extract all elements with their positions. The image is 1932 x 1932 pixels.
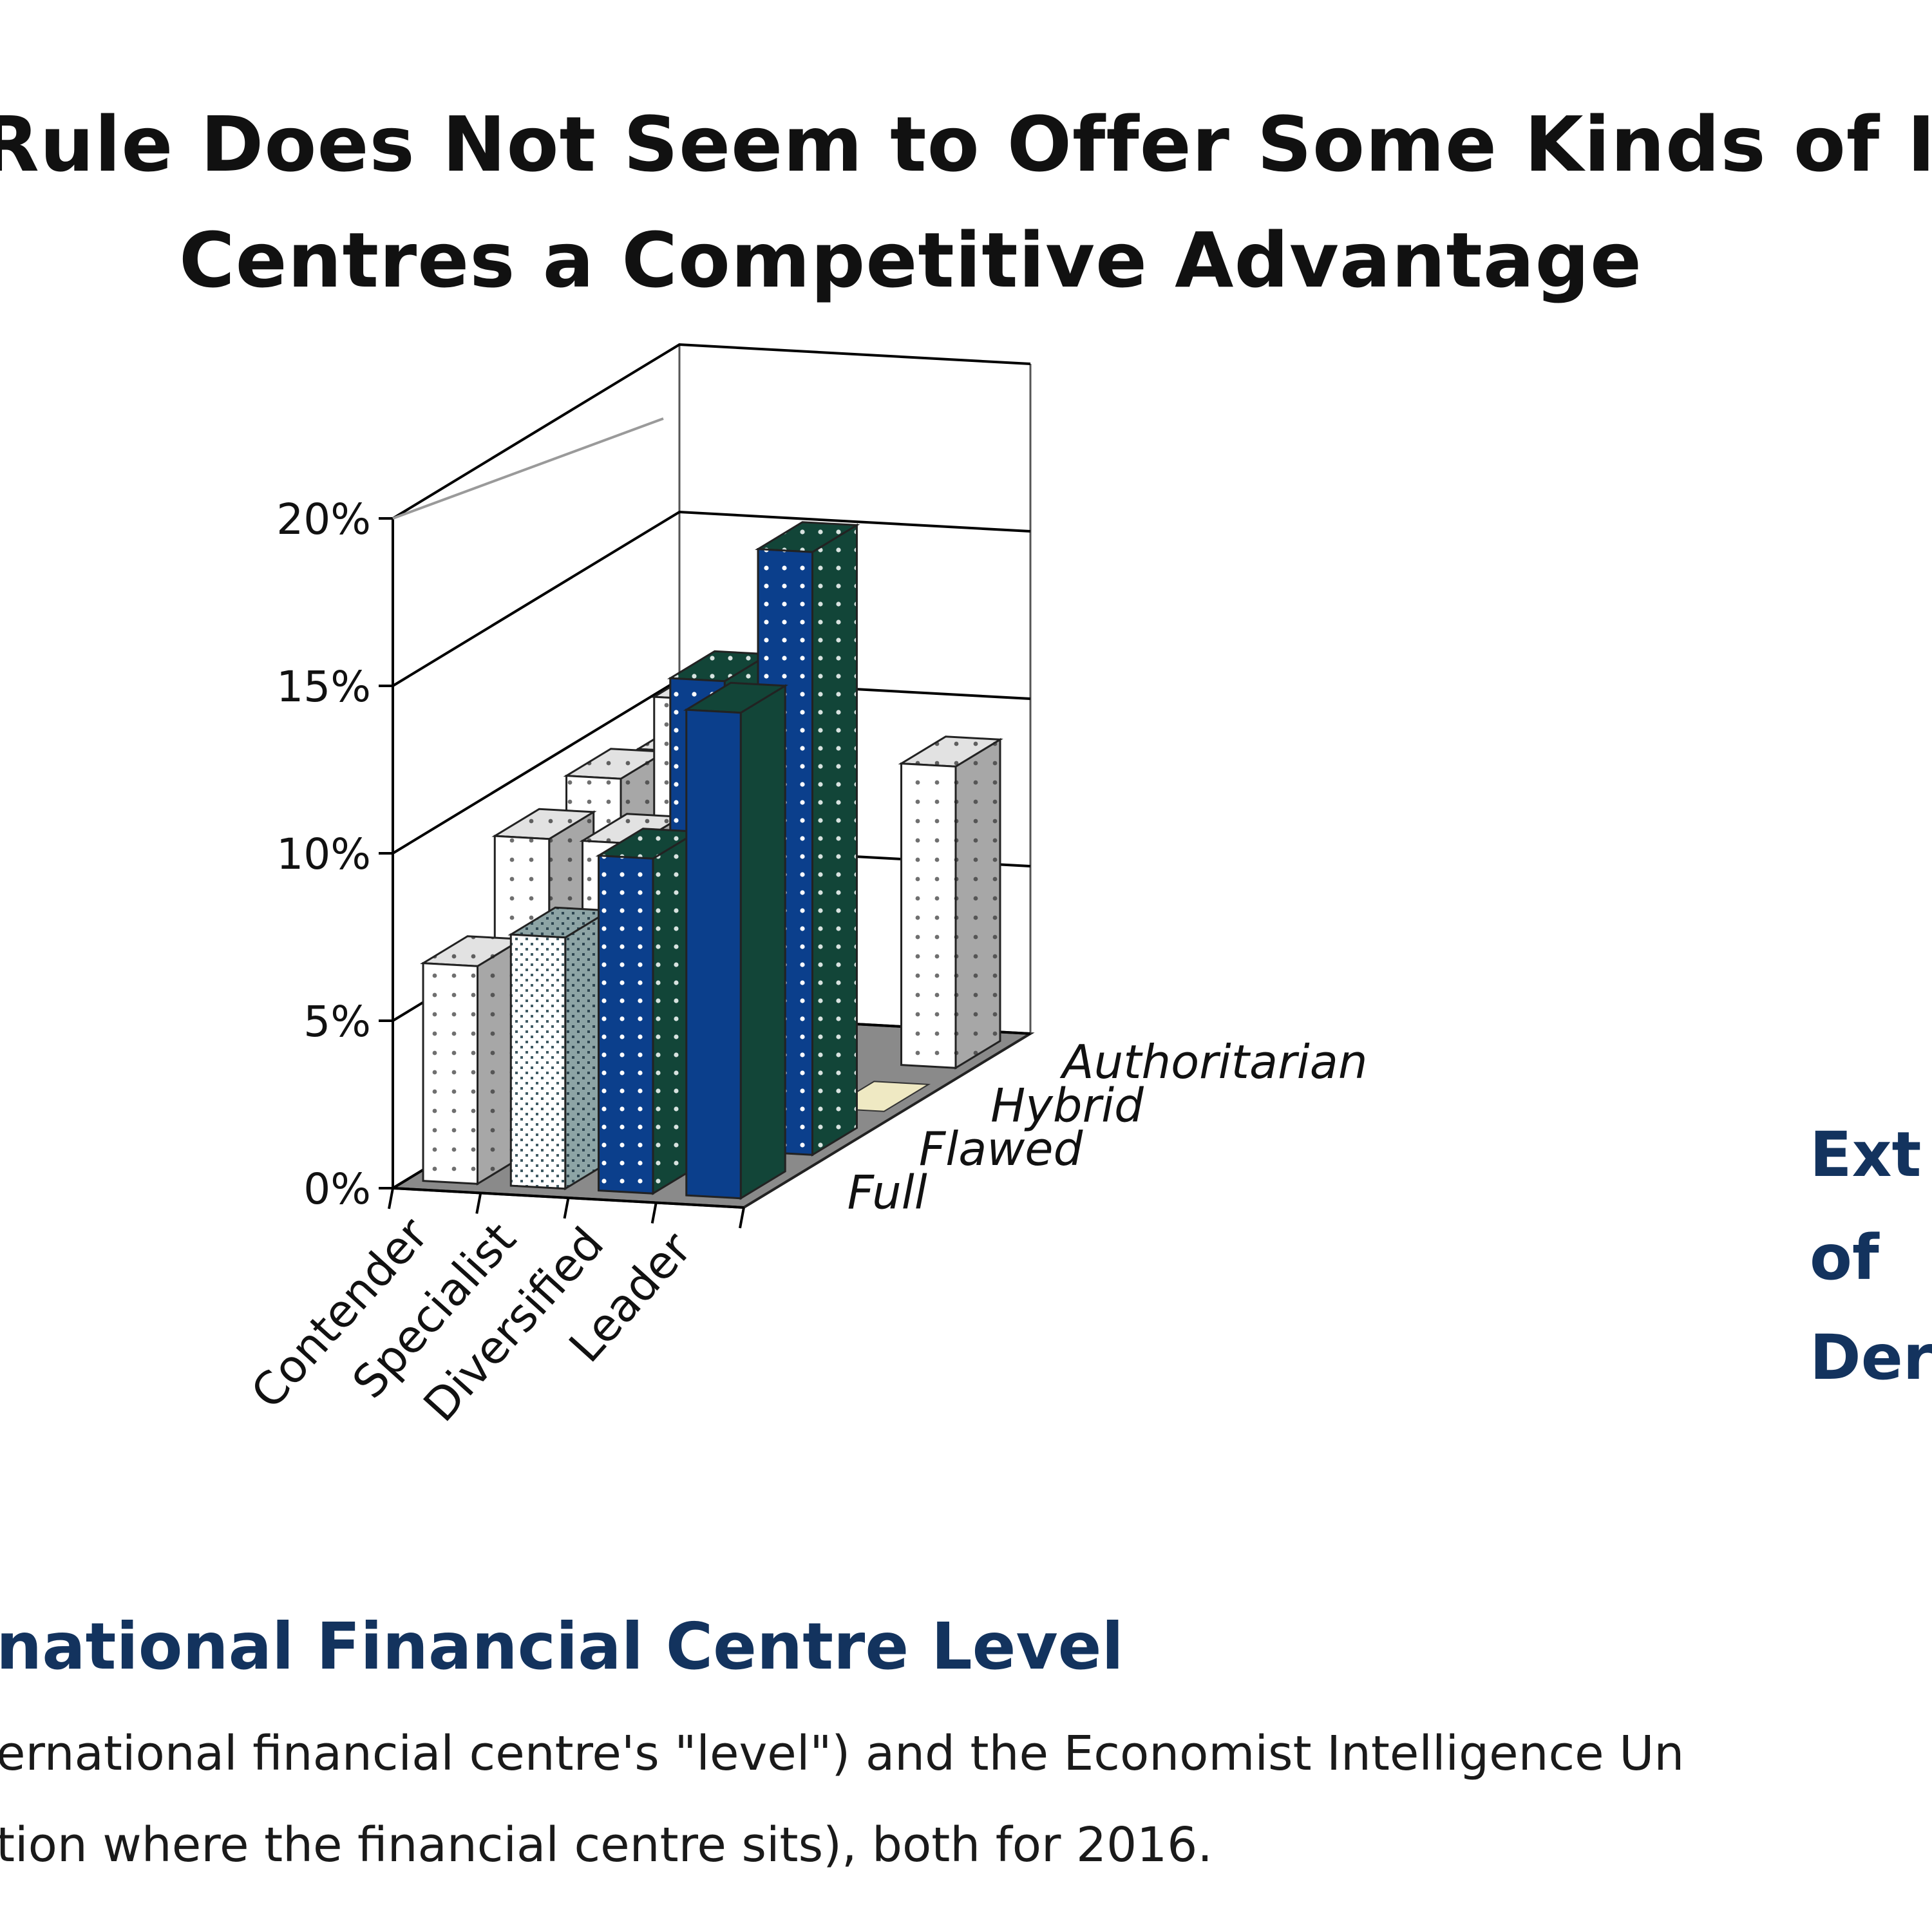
- depth-tick-label: Hybrid: [990, 1078, 1144, 1132]
- gridline: [392, 343, 1031, 520]
- depth-tick-label: Authoritarian: [1059, 1035, 1367, 1089]
- bar-diversified-full: [595, 828, 701, 1195]
- y-tick-label: 5%: [303, 997, 371, 1046]
- bar-contender-full-front: [422, 962, 478, 1185]
- bar-leader-authoritarian-side: [954, 737, 1001, 1070]
- depth-tick-label: Flawed: [919, 1122, 1084, 1176]
- bar-leader-full: [683, 681, 789, 1200]
- x-tick: [475, 1193, 482, 1214]
- bar-leader-flawed-side: [811, 523, 858, 1157]
- caption-line-1: ernational financial centre's "level") a…: [0, 1726, 1685, 1781]
- chart-title-line-1: Rule Does Not Seem to Offer Some Kinds o…: [0, 100, 1932, 189]
- bar-specialist-full-front: [509, 933, 567, 1190]
- bar-leader-full-front: [685, 708, 742, 1200]
- x-tick: [739, 1207, 745, 1229]
- perspective-line: [392, 417, 664, 520]
- y-tick-label: 20%: [276, 495, 371, 544]
- bar-diversified-full-front: [598, 855, 654, 1195]
- bar-leader-authoritarian-front: [900, 762, 957, 1069]
- y-tick-label: 15%: [276, 662, 371, 712]
- bar-specialist-full: [507, 906, 613, 1191]
- gridline: [392, 510, 1031, 687]
- bar-contender-full: [420, 935, 526, 1186]
- x-tick: [650, 1202, 658, 1224]
- bar-leader-full-side: [739, 684, 786, 1200]
- x-axis-title: national Financial Centre Level: [0, 1609, 1124, 1684]
- bar-leader-authoritarian: [898, 735, 1003, 1070]
- y-tick-label: 10%: [276, 829, 371, 879]
- side-label-line-3: Der: [1810, 1321, 1932, 1394]
- side-label-line-1: Ext: [1810, 1119, 1922, 1191]
- x-tick: [563, 1197, 570, 1219]
- depth-tick-label: Full: [848, 1165, 927, 1219]
- chart-title-line-2: Centres a Competitive Advantage: [179, 216, 1643, 305]
- x-tick: [388, 1188, 394, 1209]
- side-label-line-2: of: [1810, 1222, 1879, 1294]
- caption-line-2: tion where the financial centre sits), b…: [0, 1817, 1213, 1873]
- y-tick-label: 0%: [303, 1164, 371, 1214]
